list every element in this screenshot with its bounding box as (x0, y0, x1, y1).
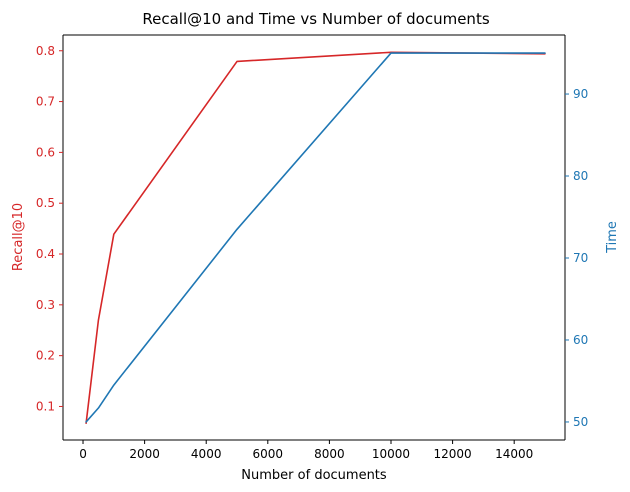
x-tick-label: 8000 (314, 447, 345, 461)
right-tick-label: 50 (573, 415, 588, 429)
x-tick-label: 4000 (191, 447, 222, 461)
left-tick-label: 0.3 (36, 298, 55, 312)
left-tick-label: 0.8 (36, 44, 55, 58)
series-layer (85, 51, 546, 425)
right-tick-label: 80 (573, 169, 588, 183)
left-axis-ticks: 0.1 0.2 0.3 0.4 0.5 0.6 0.7 0.8 (36, 44, 63, 413)
plot-frame (62, 34, 566, 441)
x-tick-label: 12000 (433, 447, 471, 461)
x-tick-label: 2000 (129, 447, 160, 461)
left-tick-label: 0.1 (36, 399, 55, 413)
x-axis-label: Number of documents (241, 468, 387, 483)
x-tick-label: 14000 (495, 447, 533, 461)
right-axis-label: Time (605, 221, 620, 254)
chart-title: Recall@10 and Time vs Number of document… (142, 10, 489, 28)
right-axis-ticks: 50 60 70 80 90 (565, 87, 588, 429)
right-tick-label: 90 (573, 87, 588, 101)
x-tick-label: 10000 (372, 447, 410, 461)
left-tick-label: 0.4 (36, 247, 55, 261)
left-tick-label: 0.6 (36, 145, 55, 159)
plot-area (63, 35, 565, 440)
left-axis-label: Recall@10 (11, 203, 26, 271)
x-axis-ticks: 0 2000 4000 6000 8000 10000 12000 14000 (79, 440, 533, 461)
left-tick-label: 0.5 (36, 196, 55, 210)
right-tick-label: 60 (573, 333, 588, 347)
left-tick-label: 0.7 (36, 95, 55, 109)
x-tick-label: 0 (79, 447, 87, 461)
time-series-line (85, 52, 546, 423)
right-tick-label: 70 (573, 251, 588, 265)
x-tick-label: 6000 (253, 447, 284, 461)
left-tick-label: 0.2 (36, 349, 55, 363)
